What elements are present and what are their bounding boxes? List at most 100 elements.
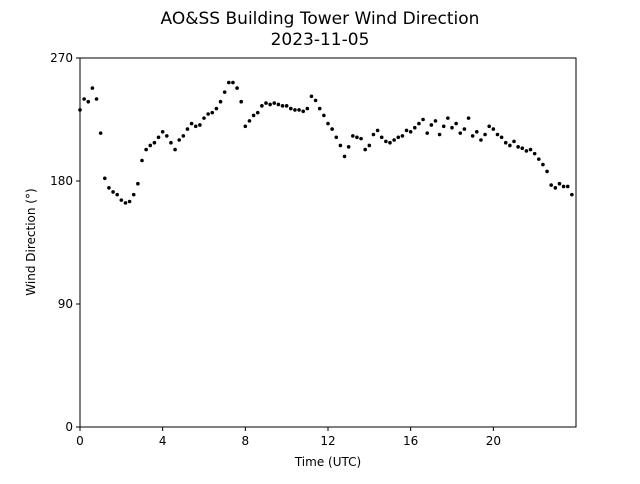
point	[483, 132, 487, 137]
point	[334, 135, 339, 140]
point	[144, 147, 148, 152]
point	[450, 125, 454, 130]
point	[396, 135, 401, 140]
point	[131, 192, 136, 197]
point	[272, 101, 277, 105]
point	[367, 143, 372, 148]
point	[454, 121, 458, 126]
point	[425, 131, 430, 135]
point	[326, 121, 330, 126]
point	[165, 134, 169, 138]
point	[338, 143, 343, 148]
point	[140, 158, 144, 163]
point	[363, 147, 368, 152]
point	[222, 90, 227, 94]
point	[309, 94, 314, 99]
point	[512, 139, 516, 144]
point	[470, 134, 475, 138]
point	[136, 181, 140, 186]
point	[260, 104, 264, 108]
point	[441, 124, 446, 129]
point	[264, 101, 268, 105]
point	[322, 113, 326, 118]
point	[173, 147, 177, 152]
point	[289, 106, 293, 111]
y-tick-label: 90	[58, 297, 73, 311]
point	[313, 98, 318, 103]
point	[499, 135, 504, 140]
point	[495, 132, 500, 137]
point	[565, 184, 570, 189]
point	[400, 134, 405, 138]
point	[462, 127, 467, 131]
point	[404, 128, 409, 133]
point	[532, 151, 537, 156]
point	[193, 124, 198, 129]
point	[301, 109, 306, 114]
point	[413, 125, 417, 130]
point	[503, 140, 508, 145]
point	[231, 80, 235, 85]
point	[247, 119, 252, 123]
point	[111, 190, 115, 194]
point	[276, 102, 281, 107]
point	[359, 136, 363, 141]
point	[82, 97, 86, 101]
point	[342, 154, 347, 159]
point	[384, 139, 388, 144]
point	[557, 181, 562, 186]
point	[86, 99, 91, 104]
point	[156, 135, 161, 140]
point	[351, 134, 355, 138]
point	[346, 145, 351, 149]
point	[214, 106, 219, 111]
point	[210, 110, 215, 115]
point	[115, 192, 119, 197]
point	[293, 108, 297, 112]
y-tick-label: 180	[50, 174, 73, 188]
point	[284, 104, 289, 108]
point	[94, 97, 99, 101]
point	[177, 138, 181, 142]
x-tick-label: 20	[486, 434, 501, 448]
point	[119, 198, 124, 202]
point	[466, 116, 471, 120]
point	[103, 176, 107, 181]
point	[475, 130, 479, 134]
x-tick-label: 12	[320, 434, 335, 448]
point	[355, 135, 359, 140]
point	[371, 132, 376, 137]
y-tick-label: 270	[50, 51, 73, 65]
point	[392, 138, 396, 142]
point	[528, 147, 533, 152]
point	[570, 192, 574, 197]
point	[227, 80, 231, 85]
point	[181, 134, 186, 138]
point	[198, 123, 202, 127]
point	[206, 112, 210, 116]
point	[251, 113, 256, 118]
point	[433, 119, 438, 123]
point	[160, 130, 165, 134]
point	[218, 99, 223, 104]
point	[185, 127, 190, 131]
point	[189, 121, 194, 126]
point	[545, 169, 549, 174]
point	[408, 130, 413, 134]
point	[487, 124, 492, 129]
point	[98, 131, 103, 135]
y-tick-label: 0	[65, 420, 73, 434]
point	[169, 140, 173, 145]
x-axis-label: Time (UTC)	[294, 455, 361, 469]
point	[437, 132, 442, 137]
x-tick-label: 0	[76, 434, 84, 448]
chart-title: AO&SS Building Tower Wind Direction	[161, 9, 480, 29]
point	[537, 157, 541, 161]
point	[446, 116, 450, 120]
point	[152, 140, 157, 145]
point	[127, 199, 132, 204]
point	[561, 184, 566, 189]
point	[255, 110, 260, 115]
